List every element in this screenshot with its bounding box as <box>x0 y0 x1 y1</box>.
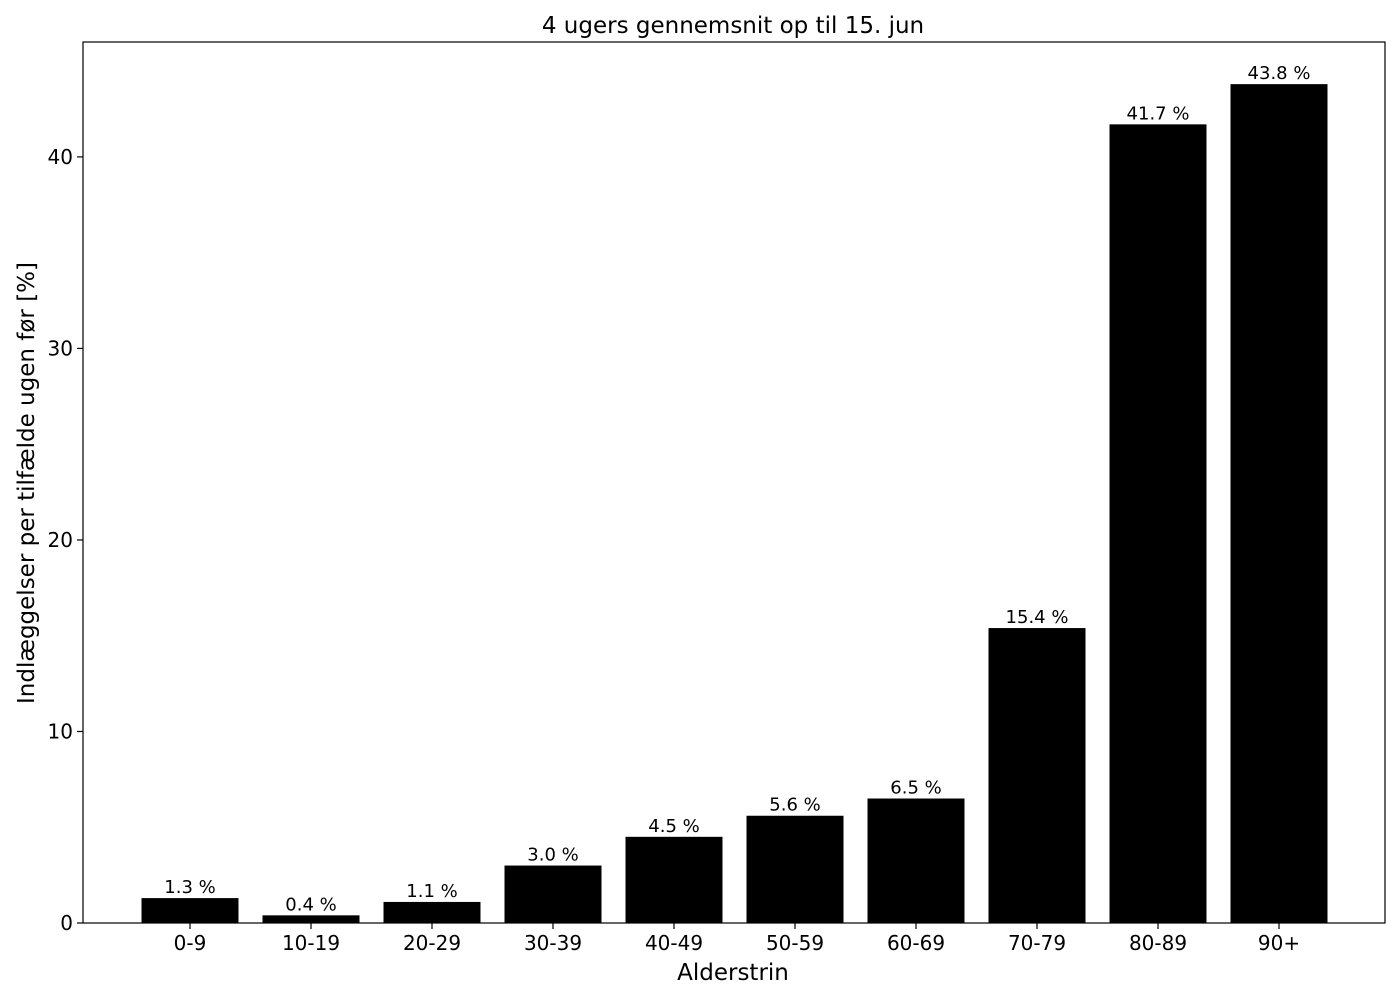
data-label: 1.3 % <box>164 877 215 898</box>
x-tick-label: 0-9 <box>174 931 207 955</box>
x-tick-label: 80-89 <box>1129 931 1187 955</box>
bar-40-49 <box>625 836 723 923</box>
bar-70-79 <box>988 628 1086 923</box>
x-tick-label: 90+ <box>1258 931 1300 955</box>
x-tick-label: 20-29 <box>403 931 461 955</box>
x-tick-label: 40-49 <box>645 931 703 955</box>
x-tick-label: 60-69 <box>887 931 945 955</box>
chart-title: 4 ugers gennemsnit op til 15. jun <box>542 13 924 39</box>
data-label: 15.4 % <box>1006 607 1069 628</box>
data-labels-layer: 1.3 % 0.4 % 1.1 % 3.0 % 4.5 % 5.6 % 6.5 % 15.4 … <box>164 63 1310 915</box>
data-label: 6.5 % <box>890 778 941 799</box>
bar-90+ <box>1230 84 1328 924</box>
x-tick-label: 50-59 <box>766 931 824 955</box>
y-tick-label: 40 <box>48 145 73 169</box>
x-tick-label: 70-79 <box>1008 931 1066 955</box>
y-tick-label: 0 <box>60 911 73 935</box>
x-tick-label: 30-39 <box>524 931 582 955</box>
y-axis-label: Indlæggelser per tilfælde ugen før [%] <box>14 262 40 704</box>
bar-50-59 <box>746 815 844 923</box>
data-label: 41.7 % <box>1127 103 1190 124</box>
data-label: 3.0 % <box>527 845 578 866</box>
bar-20-29 <box>383 901 481 923</box>
y-axis: 0 10 20 30 40 <box>48 145 83 935</box>
data-label: 1.1 % <box>406 881 457 902</box>
data-label: 5.6 % <box>769 795 820 816</box>
data-label: 0.4 % <box>285 894 336 915</box>
y-tick-label: 20 <box>48 528 73 552</box>
plot-frame <box>82 41 1386 924</box>
bar-80-89 <box>1109 124 1207 923</box>
bar-60-69 <box>867 798 965 923</box>
data-label: 4.5 % <box>648 816 699 837</box>
y-tick-label: 10 <box>48 719 73 743</box>
data-label: 43.8 % <box>1248 63 1311 84</box>
bar-10-19 <box>262 915 360 923</box>
bars-layer <box>141 84 1328 924</box>
x-tick-label: 10-19 <box>282 931 340 955</box>
x-axis: 0-9 10-19 20-29 30-39 40-49 50-59 60-69 70-79 80… <box>174 923 1300 955</box>
bar-0-9 <box>141 898 239 923</box>
x-axis-label: Alderstrin <box>677 960 789 986</box>
bar-30-39 <box>504 865 602 923</box>
y-tick-label: 30 <box>48 336 73 360</box>
